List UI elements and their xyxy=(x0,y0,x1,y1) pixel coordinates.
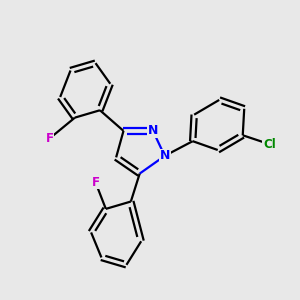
Text: F: F xyxy=(92,176,100,189)
Text: F: F xyxy=(46,132,54,145)
Text: N: N xyxy=(160,149,170,162)
Text: Cl: Cl xyxy=(263,138,276,151)
Text: N: N xyxy=(148,124,158,137)
